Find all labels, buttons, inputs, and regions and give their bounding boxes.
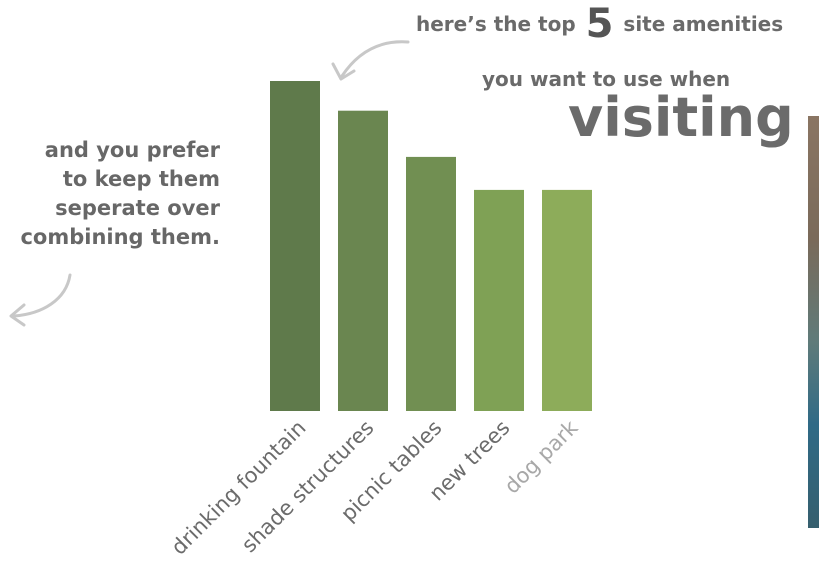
headline-number: 5 [585, 1, 614, 47]
side-note-line-4: combining them. [20, 225, 220, 249]
side-note-line-3: seperate over [55, 196, 220, 220]
headline-arrow-icon [340, 40, 410, 78]
headline-line-2: you want to use when [482, 67, 731, 91]
headline-line-3: visiting [568, 86, 794, 149]
side-note-line-2: to keep them [62, 167, 220, 191]
side-note: and you prefer to keep them seperate ove… [0, 136, 220, 252]
bar-shade-structures [338, 110, 388, 411]
side-note-arrow-icon [12, 273, 72, 318]
category-label: dog park [500, 415, 583, 498]
category-label: shade structures [237, 416, 379, 558]
headline-line-1: here’s the top 5 site amenities [416, 4, 783, 44]
photo-edge [808, 116, 819, 528]
bar-new-trees [474, 189, 524, 411]
side-note-arrowhead-icon [9, 303, 26, 327]
bar-dog-park [542, 189, 592, 411]
bars-group [270, 81, 592, 411]
headline-arrowhead-icon [331, 62, 356, 81]
side-note-line-1: and you prefer [44, 138, 220, 162]
bar-drinking-fountain [270, 81, 320, 411]
headline-pre: here’s the top [416, 12, 576, 36]
bar-picnic-tables [406, 156, 456, 411]
headline-post: site amenities [623, 12, 784, 36]
